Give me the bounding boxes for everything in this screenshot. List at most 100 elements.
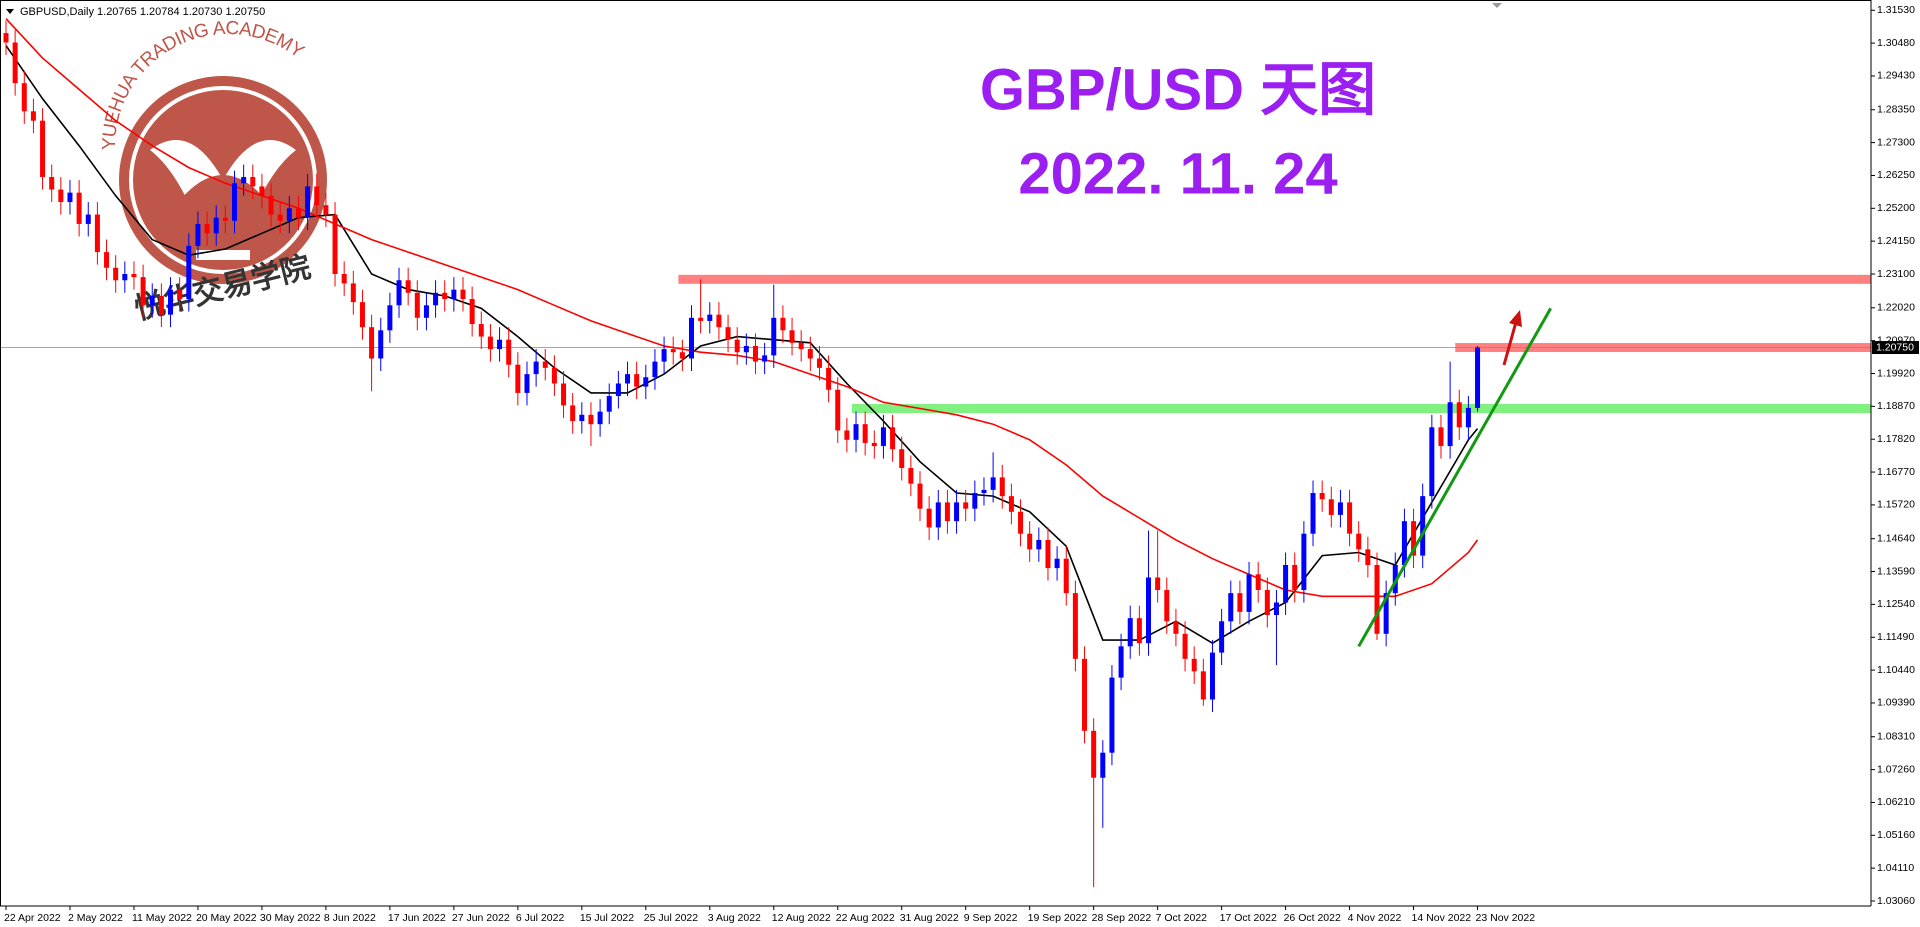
candle-body: [981, 489, 987, 494]
header-marker: [6, 9, 14, 14]
candle-body: [1200, 671, 1206, 700]
candle-body: [1264, 590, 1270, 616]
candle-body: [1255, 574, 1261, 591]
candle-body: [1063, 558, 1069, 594]
candle-body: [332, 214, 338, 275]
candle-body: [323, 205, 329, 215]
candle-body: [771, 317, 777, 356]
candle-body: [1456, 402, 1462, 428]
candle-body: [506, 339, 512, 365]
shift-marker: [1492, 3, 1502, 8]
candle-body: [460, 289, 466, 300]
x-tick-label: 3 Aug 2022: [708, 912, 761, 924]
candle-body: [1447, 402, 1453, 447]
y-tick-label: 1.17820: [1877, 433, 1915, 445]
candle-body: [1420, 496, 1426, 556]
candle-body: [149, 295, 155, 306]
candle-body: [734, 339, 740, 353]
candle-body: [661, 349, 667, 362]
candle-body: [579, 414, 585, 422]
candle-body: [213, 217, 219, 234]
candle-body: [359, 302, 365, 328]
y-tick-label: 1.06210: [1877, 796, 1915, 808]
candle-body: [588, 414, 594, 425]
candle-body: [1228, 593, 1234, 622]
candle-body: [524, 374, 530, 393]
candle-body: [1209, 652, 1215, 700]
candle-body: [1173, 621, 1179, 634]
candle-body: [899, 449, 905, 468]
y-tick-label: 1.09390: [1877, 697, 1915, 709]
y-tick-label: 1.30480: [1877, 37, 1915, 49]
candle-body: [423, 305, 429, 318]
candle-body: [990, 477, 996, 490]
candle-body: [1155, 577, 1161, 591]
candle-body: [259, 186, 265, 196]
candle-body: [113, 267, 119, 281]
candle-body: [204, 223, 210, 234]
candle-body: [1008, 496, 1014, 512]
y-tick-label: 1.24150: [1877, 235, 1915, 247]
candle-body: [1118, 646, 1124, 678]
y-tick-label: 1.27300: [1877, 136, 1915, 148]
candle-body: [94, 214, 100, 253]
x-tick-label: 22 Aug 2022: [836, 912, 895, 924]
candle-body: [1246, 574, 1252, 612]
candle-body: [232, 183, 237, 221]
y-tick-label: 1.15720: [1877, 499, 1915, 511]
candle-body: [1191, 658, 1197, 672]
candle-body: [433, 292, 439, 306]
x-tick-label: 20 May 2022: [196, 912, 257, 924]
candle-body: [752, 345, 758, 362]
candle-body: [743, 345, 749, 353]
candle-body: [1356, 533, 1362, 550]
level-band: [678, 274, 1871, 284]
x-tick-label: 22 Apr 2022: [4, 912, 61, 924]
candle-body: [314, 186, 320, 206]
candle-body: [652, 361, 658, 378]
x-tick-label: 11 May 2022: [132, 912, 192, 924]
candle-body: [515, 364, 521, 393]
candle-body: [634, 374, 640, 387]
candle-body: [917, 483, 923, 509]
candle-body: [222, 217, 228, 221]
candle-body: [707, 314, 713, 321]
x-tick-label: 8 Jun 2022: [324, 912, 376, 924]
candle-body: [12, 42, 18, 84]
candle-body: [561, 383, 567, 406]
y-tick-label: 1.28350: [1877, 104, 1915, 116]
x-tick-label: 25 Jul 2022: [644, 912, 698, 924]
current-price-box: [1872, 341, 1919, 355]
y-tick-label: 1.18870: [1877, 400, 1915, 412]
candle-body: [1219, 621, 1225, 653]
candle-body: [487, 336, 493, 350]
candle-body: [1127, 618, 1133, 647]
candle-body: [1182, 633, 1188, 659]
candle-body: [1374, 564, 1380, 634]
candle-body: [122, 274, 128, 281]
candle-body: [597, 411, 603, 425]
candle-body: [195, 223, 201, 246]
candle-body: [615, 383, 621, 397]
x-tick-label: 31 Aug 2022: [900, 912, 959, 924]
candle-body: [250, 177, 256, 187]
y-tick-label: 1.29430: [1877, 70, 1915, 82]
candle-body: [935, 502, 941, 528]
candle-body: [1164, 590, 1170, 622]
candle-body: [1465, 407, 1471, 428]
chart-subtitle: 2022. 11. 24: [1018, 141, 1337, 206]
logo-ring: [129, 86, 317, 274]
y-tick-label: 1.12540: [1877, 598, 1915, 610]
candle-body: [1283, 564, 1289, 603]
candle-body: [396, 280, 402, 306]
logo-emblem-inner: [180, 175, 266, 250]
x-tick-label: 9 Sep 2022: [964, 912, 1018, 924]
candle-body: [85, 214, 91, 224]
candle-body: [1429, 427, 1435, 497]
candle-body: [1347, 502, 1353, 534]
x-tick-label: 15 Jul 2022: [580, 912, 634, 924]
candle-body: [762, 355, 768, 362]
candle-body: [268, 195, 274, 215]
candle-body: [625, 374, 631, 384]
